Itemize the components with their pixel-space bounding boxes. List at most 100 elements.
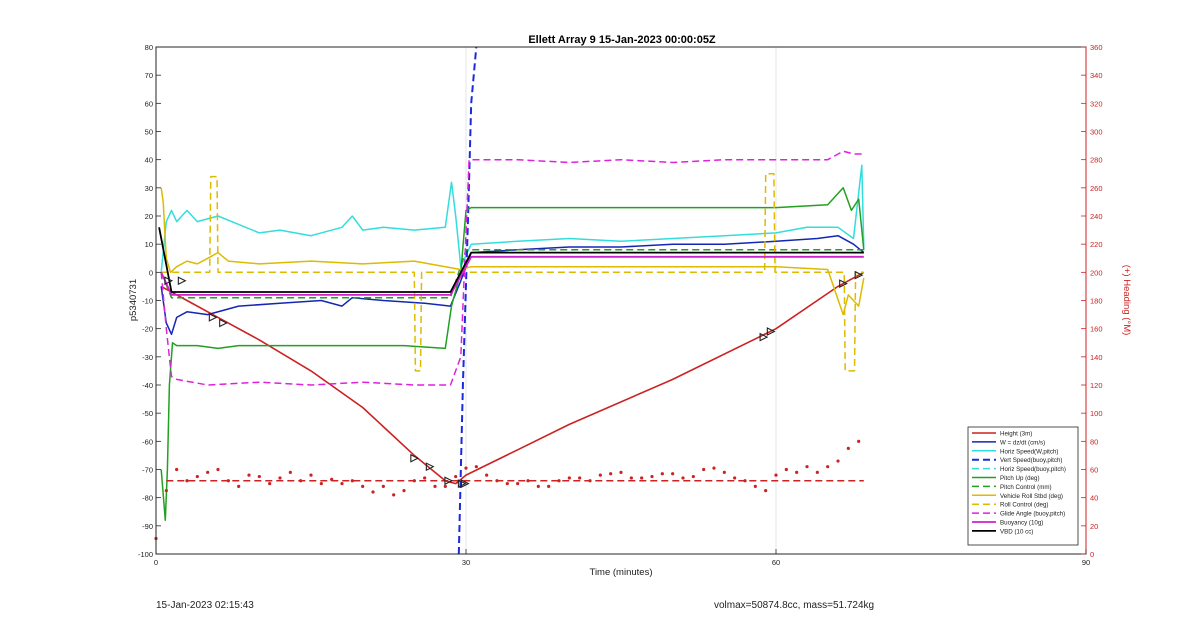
heading-point [381,484,385,488]
heading-point [526,479,530,483]
y2-tick-label: 320 [1090,99,1103,108]
plot-frame [155,46,1087,555]
series-line-10 [160,255,864,296]
heading-point [433,484,437,488]
y-tick-label: -60 [142,437,153,446]
x-tick-label: 30 [462,558,470,567]
y2-tick-label: 40 [1090,494,1098,503]
heading-point [454,474,458,479]
gridlines [465,47,777,554]
heading-point [464,466,468,470]
heading-point [712,466,716,470]
series-layer [154,46,865,555]
height-marker [759,332,769,342]
footer-vol-mass: volmax=50874.8cc, mass=51.724kg [714,600,875,611]
height-marker [854,270,864,280]
series-line-1 [160,234,865,336]
height-marker [164,276,174,286]
heading-point [288,470,292,474]
y2-tick-label: 240 [1090,212,1103,221]
height-marker [219,318,228,328]
heading-point [474,465,478,469]
y-tick-label: 0 [149,268,153,277]
heading-point [350,479,354,483]
series-line-0 [160,271,865,485]
heading-point [784,467,788,472]
y2-tick-label: 140 [1090,353,1103,362]
y2-tick-label: 100 [1090,409,1103,418]
heading-point [774,473,778,477]
series-line-7 [160,187,865,316]
height-marker [425,462,435,472]
y-axis-label: p5340731 [128,279,139,321]
heading-point [578,476,582,480]
y-tick-label: 60 [145,99,153,108]
y2-tick-label: 280 [1090,156,1103,165]
y2-tick-label: 120 [1090,381,1103,390]
heading-point [247,473,251,477]
heading-point [836,459,840,463]
y-tick-label: -70 [142,466,153,475]
heading-point [815,470,819,474]
heading-point [237,484,241,488]
y-tick-label: 50 [145,128,153,137]
y2-tick-label: 160 [1090,325,1103,334]
heading-point [371,490,375,494]
heading-point [619,470,623,474]
legend-label: W = dz/dt (cm/s) [1000,439,1045,446]
height-marker [177,276,187,286]
heading-point [733,476,737,480]
heading-point [846,446,850,450]
heading-point [795,470,799,474]
y-tick-label: -50 [142,409,153,418]
heading-point [392,493,396,497]
y-tick-label: -30 [142,353,153,362]
heading-point [557,479,561,483]
heading-point [640,476,644,480]
legend-label: Vert Speed(buoy,pitch) [1000,457,1062,464]
legend-label: Horiz Speed(W,pitch) [1000,448,1058,455]
heading-point [257,474,261,479]
series-line-6 [160,249,864,299]
heading-point [691,474,695,479]
right-axis: 0 20 40 60 80 100 120 140 160 180 200 220 240 260 280 3… [1081,43,1103,559]
y2-tick-label: 60 [1090,466,1098,475]
heading-point [278,476,282,480]
height-marker [460,479,470,488]
legend-label: Height (3m) [1000,431,1032,438]
heading-point [226,479,230,483]
heading-point [629,476,633,480]
x-tick-label: 60 [772,558,780,567]
heading-point [671,472,675,476]
heading-point [505,481,509,486]
y-tick-label: 40 [145,156,153,165]
heading-point [195,474,199,479]
y2-tick-label: 300 [1090,128,1103,137]
heading-point [650,474,654,479]
legend: Height (3m)W = dz/dt (cm/s) Horiz Speed(W… [967,426,1079,546]
heading-point [764,489,768,493]
heading-point [319,481,323,486]
heading-point [857,439,861,443]
heading-point [164,489,168,493]
legend-label: Pitch Control (mm) [1000,484,1052,491]
heading-point [485,473,489,477]
x-tick-label: 0 [154,558,158,567]
y-tick-label: -40 [142,381,153,390]
heading-point [216,467,220,472]
heading-point [516,481,520,486]
y2-axis-label: (+) Heading (°M) [1121,265,1132,336]
left-axis: -100-90-80-70-60-50-40-30-20-10010203040… [138,43,161,559]
series-line-8 [161,173,864,372]
heading-point [547,484,551,488]
series-line-2 [160,164,865,273]
legend-label: Vehicle Roll Stbd (deg) [1000,493,1063,500]
legend-label: Pitch Up (deg) [1000,475,1040,482]
heading-point [309,473,313,477]
heading-point [702,467,706,472]
height-marker [766,327,776,336]
y2-tick-label: 20 [1090,522,1098,531]
heading-point [175,467,179,472]
heading-point [340,481,344,486]
